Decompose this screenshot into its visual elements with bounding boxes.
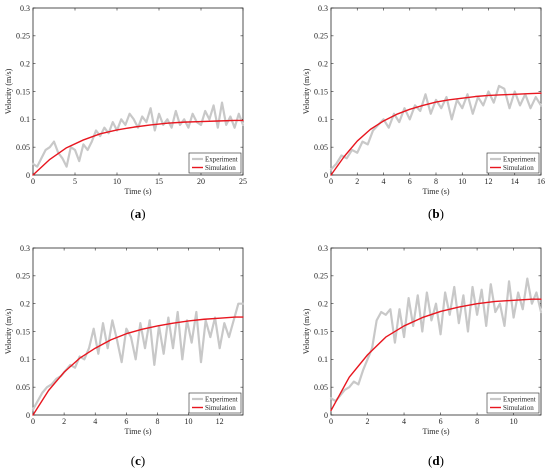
x-axis-label: Time (s): [124, 187, 151, 196]
y-tick-label: 0.15: [16, 87, 30, 96]
x-tick-label: 8: [434, 177, 438, 186]
x-tick-label: 6: [439, 417, 443, 426]
plot-area: [330, 7, 542, 176]
panel-caption: (c): [131, 453, 145, 468]
x-tick-label: 20: [197, 177, 205, 186]
plot-area: [330, 247, 542, 416]
y-tick-label: 0.2: [318, 299, 328, 308]
x-tick-label: 12: [216, 417, 224, 426]
series-line-simulation: [330, 92, 542, 176]
y-tick-label: 0: [324, 171, 328, 180]
x-tick-label: 2: [355, 177, 359, 186]
y-tick-label: 0: [26, 171, 30, 180]
series-line-experiment: [31, 101, 245, 168]
series-line-simulation: [330, 298, 542, 412]
x-tick-label: 0: [329, 177, 333, 186]
x-tick-label: 6: [408, 177, 412, 186]
x-tick-label: 16: [537, 177, 545, 186]
chart-panel-c: 0 2 4 6 8 10 12 0 0.05 0.1 0.15 0.2 0.25 0.3 Time (s) V…: [4, 244, 245, 436]
chart-panel-b: 0 2 4 6 8 10 12 14 16 0 0.05 0.1 0.15 0.2 0.25 0.3 Time …: [302, 4, 545, 196]
panel-caption: (b): [428, 206, 444, 221]
y-tick-label: 0.2: [20, 299, 30, 308]
y-tick-label: 0: [26, 411, 30, 420]
legend-label-experiment: Experiment: [205, 155, 238, 163]
x-tick-label: 25: [239, 177, 247, 186]
x-tick-label: 5: [73, 177, 77, 186]
panel-caption: (a): [130, 206, 145, 221]
x-tick-label: 15: [155, 177, 163, 186]
x-tick-label: 8: [475, 417, 479, 426]
y-tick-label: 0.05: [16, 143, 30, 152]
y-tick-label: 0.25: [314, 272, 328, 281]
y-tick-label: 0.1: [318, 115, 328, 124]
y-tick-label: 0.15: [16, 327, 30, 336]
x-axis-label: Time (s): [124, 427, 151, 436]
y-tick-label: 0.1: [318, 355, 328, 364]
y-tick-label: 0.3: [20, 4, 30, 13]
legend-label-simulation: Simulation: [205, 164, 236, 172]
legend-label-experiment: Experiment: [205, 395, 238, 403]
legend-label-simulation: Simulation: [205, 404, 236, 412]
legend-label-experiment: Experiment: [503, 395, 536, 403]
x-tick-label: 0: [31, 417, 35, 426]
y-tick-label: 0.2: [318, 59, 328, 68]
y-tick-label: 0.25: [16, 32, 30, 41]
y-tick-label: 0.25: [16, 272, 30, 281]
x-tick-label: 10: [510, 417, 518, 426]
x-tick-label: 0: [329, 417, 333, 426]
x-tick-label: 10: [113, 177, 121, 186]
y-tick-label: 0.15: [314, 327, 328, 336]
y-tick-label: 0.3: [318, 244, 328, 253]
legend-label-simulation: Simulation: [503, 164, 534, 172]
x-tick-label: 2: [62, 417, 66, 426]
y-tick-label: 0.25: [314, 32, 328, 41]
series-line-simulation: [32, 316, 244, 416]
series-line-experiment: [329, 277, 543, 403]
x-tick-label: 0: [31, 177, 35, 186]
y-tick-label: 0.05: [314, 143, 328, 152]
y-tick-label: 0.05: [314, 383, 328, 392]
legend-label-experiment: Experiment: [503, 155, 536, 163]
x-tick-label: 4: [93, 417, 97, 426]
series-line-simulation: [32, 119, 244, 176]
x-tick-label: 8: [155, 417, 159, 426]
x-axis-label: Time (s): [422, 427, 449, 436]
chart-panel-d: 0 2 4 6 8 10 0 0.05 0.1 0.15 0.2 0.25 0.3 Time (s) Vel…: [302, 244, 543, 436]
x-tick-label: 6: [124, 417, 128, 426]
y-tick-label: 0: [324, 411, 328, 420]
x-axis-label: Time (s): [422, 187, 449, 196]
y-axis-label: Velocity (m/s): [4, 308, 13, 354]
x-tick-label: 10: [185, 417, 193, 426]
y-tick-label: 0.3: [20, 244, 30, 253]
y-tick-label: 0.1: [20, 115, 30, 124]
y-tick-label: 0.15: [314, 87, 328, 96]
panel-caption: (d): [428, 453, 444, 468]
y-axis-label: Velocity (m/s): [4, 68, 13, 114]
series-line-experiment: [31, 302, 245, 411]
y-tick-label: 0.3: [318, 4, 328, 13]
x-tick-label: 2: [366, 417, 370, 426]
y-axis-label: Velocity (m/s): [302, 68, 311, 114]
chart-panel-a: 0 5 10 15 20 25 0 0.05 0.1 0.15 0.2 0.25 0.3 Time (s)…: [4, 4, 247, 196]
legend-label-simulation: Simulation: [503, 404, 534, 412]
x-tick-label: 14: [511, 177, 519, 186]
y-tick-label: 0.2: [20, 59, 30, 68]
x-tick-label: 4: [382, 177, 386, 186]
y-tick-label: 0.1: [20, 355, 30, 364]
x-tick-label: 10: [458, 177, 466, 186]
x-tick-label: 4: [402, 417, 406, 426]
y-axis-label: Velocity (m/s): [302, 308, 311, 354]
y-tick-label: 0.05: [16, 383, 30, 392]
x-tick-label: 12: [485, 177, 493, 186]
